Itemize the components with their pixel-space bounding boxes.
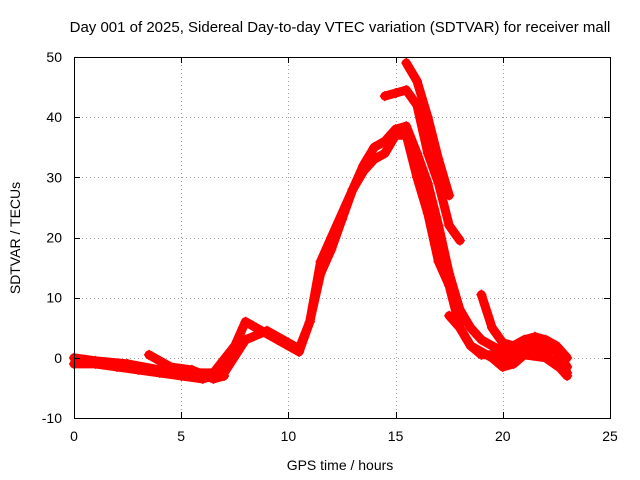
data-point bbox=[433, 154, 444, 165]
data-point bbox=[401, 85, 412, 96]
data-point bbox=[465, 322, 476, 333]
data-point bbox=[326, 232, 337, 243]
chart-title: Day 001 of 2025, Sidereal Day-to-day VTE… bbox=[70, 19, 611, 36]
data-point bbox=[529, 331, 540, 342]
series-track-4 bbox=[379, 85, 465, 246]
data-point bbox=[529, 343, 540, 354]
series-track-7 bbox=[444, 310, 573, 381]
data-point bbox=[465, 340, 476, 351]
data-series bbox=[69, 58, 573, 384]
data-point bbox=[154, 367, 165, 378]
data-point bbox=[508, 358, 519, 369]
data-point bbox=[219, 370, 230, 381]
y-tick-label: 10 bbox=[46, 290, 62, 306]
data-point bbox=[240, 334, 251, 345]
data-point bbox=[422, 148, 433, 159]
data-point bbox=[379, 91, 390, 102]
data-point bbox=[283, 337, 294, 348]
data-point bbox=[347, 184, 358, 195]
data-point bbox=[401, 121, 412, 132]
data-point bbox=[444, 310, 455, 321]
data-point bbox=[261, 325, 272, 336]
y-tick-label: 40 bbox=[46, 109, 62, 125]
data-point bbox=[369, 154, 380, 165]
y-tick-label: 30 bbox=[46, 169, 62, 185]
data-point bbox=[519, 334, 530, 345]
data-point bbox=[90, 358, 101, 369]
data-point bbox=[412, 76, 423, 87]
data-point bbox=[519, 349, 530, 360]
data-point bbox=[433, 256, 444, 267]
data-point bbox=[444, 280, 455, 291]
data-point bbox=[240, 316, 251, 327]
y-tick-label: 50 bbox=[46, 49, 62, 65]
x-tick-label: 20 bbox=[495, 428, 511, 444]
axis-ticks: 0 5 10 15 20 25 -10 0 10 20 30 40 50 bbox=[42, 49, 618, 444]
data-point bbox=[476, 334, 487, 345]
data-point bbox=[412, 172, 423, 183]
data-point bbox=[369, 142, 380, 153]
data-point bbox=[422, 208, 433, 219]
data-point bbox=[540, 334, 551, 345]
y-tick-label: -10 bbox=[42, 410, 62, 426]
data-point bbox=[508, 340, 519, 351]
data-point bbox=[487, 322, 498, 333]
data-point bbox=[144, 349, 155, 360]
x-tick-label: 0 bbox=[70, 428, 78, 444]
y-tick-label: 20 bbox=[46, 230, 62, 246]
data-point bbox=[133, 364, 144, 375]
series-track-3 bbox=[144, 349, 230, 384]
data-point bbox=[186, 364, 197, 375]
data-point bbox=[497, 361, 508, 372]
data-point bbox=[540, 349, 551, 360]
data-point bbox=[294, 343, 305, 354]
data-point bbox=[476, 346, 487, 357]
data-point bbox=[551, 340, 562, 351]
data-point bbox=[379, 148, 390, 159]
series-track-6 bbox=[476, 289, 573, 363]
data-point bbox=[401, 130, 412, 141]
data-point bbox=[390, 130, 401, 141]
data-point bbox=[562, 352, 573, 363]
data-point bbox=[454, 235, 465, 246]
data-point bbox=[454, 322, 465, 333]
data-point bbox=[358, 166, 369, 177]
series-band bbox=[444, 311, 572, 381]
data-point bbox=[111, 361, 122, 372]
data-point bbox=[315, 256, 326, 267]
x-axis-label: GPS time / hours bbox=[287, 457, 394, 473]
data-point bbox=[433, 220, 444, 231]
data-point bbox=[422, 112, 433, 123]
data-point bbox=[497, 337, 508, 348]
data-point bbox=[390, 88, 401, 99]
data-point bbox=[487, 352, 498, 363]
grid bbox=[74, 57, 610, 418]
data-point bbox=[304, 316, 315, 327]
x-tick-label: 25 bbox=[602, 428, 618, 444]
data-point bbox=[165, 361, 176, 372]
data-point bbox=[444, 190, 455, 201]
data-point bbox=[444, 220, 455, 231]
data-point bbox=[551, 358, 562, 369]
y-tick-label: 0 bbox=[54, 350, 62, 366]
x-tick-label: 5 bbox=[177, 428, 185, 444]
data-point bbox=[476, 289, 487, 300]
data-point bbox=[401, 58, 412, 69]
series-track-5 bbox=[401, 58, 455, 201]
x-tick-label: 10 bbox=[281, 428, 297, 444]
x-tick-label: 15 bbox=[388, 428, 404, 444]
y-axis-label: SDTVAR / TECUs bbox=[7, 182, 23, 294]
data-point bbox=[562, 370, 573, 381]
data-point bbox=[208, 373, 219, 384]
data-point bbox=[422, 178, 433, 189]
